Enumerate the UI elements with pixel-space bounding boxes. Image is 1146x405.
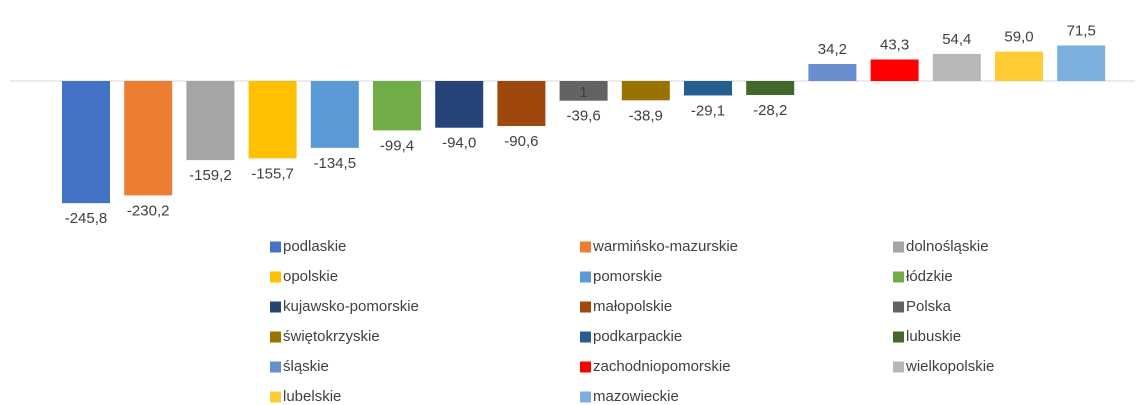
legend-label: łódzkie (906, 268, 953, 285)
legend-label: opolskie (283, 268, 338, 285)
legend-swatch (270, 241, 281, 253)
legend-swatch (580, 241, 591, 253)
data-label: -155,7 (251, 165, 294, 182)
annotation: 1 (579, 84, 587, 101)
legend-label: mazowieckie (593, 388, 679, 405)
legend-label: zachodniopomorskie (593, 358, 731, 375)
legend-label: lubelskie (283, 388, 341, 405)
legend-swatch (580, 331, 591, 343)
legend-label: kujawsko-pomorskie (283, 298, 419, 315)
legend-label: lubuskie (906, 328, 961, 345)
data-label: -99,4 (380, 137, 414, 154)
legend-swatch (580, 361, 591, 373)
bar (248, 81, 297, 159)
bar (62, 81, 110, 204)
legend-label: pomorskie (593, 268, 662, 285)
data-label: 34,2 (818, 41, 847, 58)
legend-label: świętokrzyskie (283, 328, 380, 345)
legend-label: podkarpackie (593, 328, 682, 345)
bar (995, 51, 1043, 81)
legend-label: małopolskie (593, 298, 672, 315)
legend-swatch (893, 301, 904, 313)
bar (932, 53, 981, 81)
bar (186, 81, 235, 161)
legend-swatch (270, 331, 281, 343)
data-label: 54,4 (942, 31, 971, 48)
data-label: -245,8 (65, 210, 108, 227)
bar (621, 81, 670, 101)
bar (497, 81, 546, 127)
legend-swatch (270, 361, 281, 373)
legend-swatch (893, 241, 904, 253)
bar (1057, 45, 1106, 81)
data-label: 71,5 (1067, 22, 1096, 39)
legend-swatch (270, 301, 281, 313)
bar (870, 59, 919, 81)
data-label: -134,5 (314, 155, 357, 172)
bar (124, 81, 173, 196)
legend-swatch (270, 271, 281, 283)
bar (746, 81, 795, 96)
data-label: -28,2 (753, 102, 787, 119)
legend-label: Polska (906, 298, 952, 315)
legend-swatch (580, 391, 591, 403)
bar (559, 81, 608, 101)
data-label: -38,9 (629, 107, 663, 124)
data-label: -39,6 (566, 108, 600, 125)
legend-label: warmińsko-mazurskie (592, 238, 738, 255)
data-label: -230,2 (127, 202, 170, 219)
legend-swatch (893, 331, 904, 343)
bar (808, 64, 857, 81)
data-label: 59,0 (1004, 29, 1033, 46)
legend-swatch (893, 361, 904, 373)
data-label: -29,1 (691, 102, 725, 119)
legend-label: dolnośląskie (906, 238, 989, 255)
legend-swatch (270, 391, 281, 403)
bar (435, 81, 484, 128)
data-label: -159,2 (189, 167, 232, 184)
legend-swatch (580, 271, 591, 283)
legend-label: śląskie (283, 358, 329, 375)
bar (684, 81, 732, 96)
legend-label: wielkopolskie (905, 358, 994, 375)
legend-swatch (893, 271, 904, 283)
data-label: -90,6 (504, 133, 538, 150)
legend-label: podlaskie (283, 238, 346, 255)
data-label: -94,0 (442, 135, 476, 152)
bar (310, 81, 359, 148)
bar (373, 81, 421, 131)
legend-swatch (580, 301, 591, 313)
data-label: 43,3 (880, 36, 909, 53)
